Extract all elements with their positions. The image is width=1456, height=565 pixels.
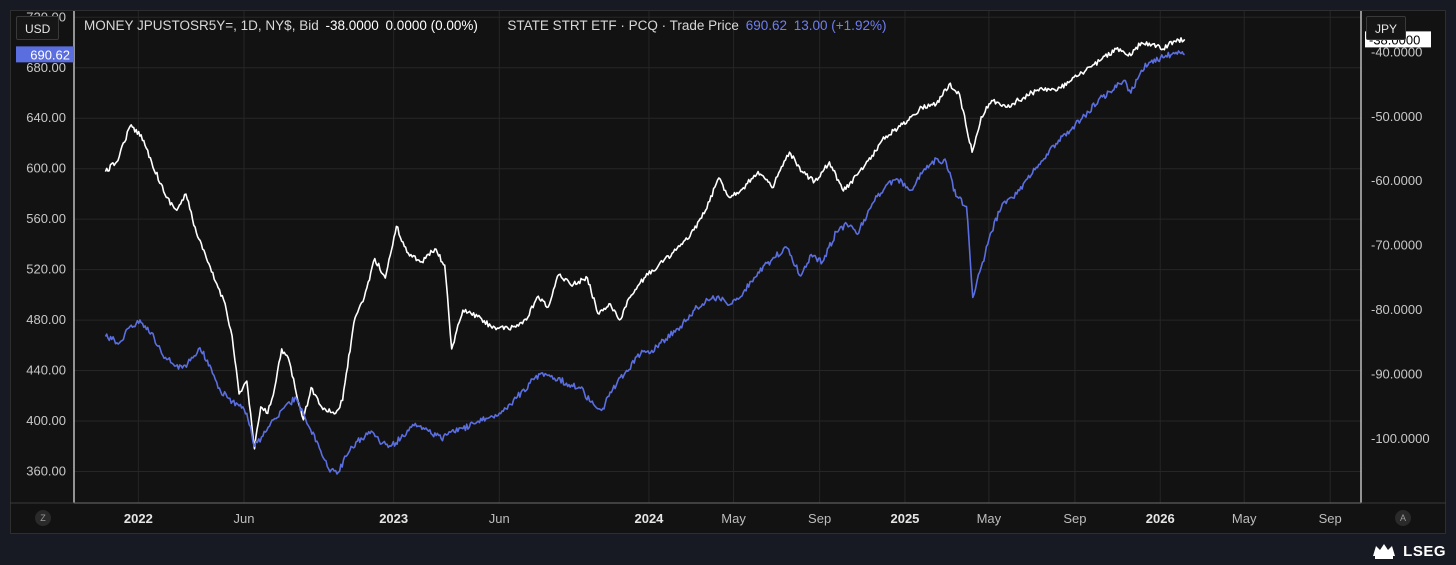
chart-panel: [10, 10, 1446, 534]
y-left-tick-label: 640.00: [26, 110, 66, 125]
y-right-tick-label: -50.0000: [1371, 109, 1422, 124]
y-left-tick-label: 480.00: [26, 312, 66, 327]
series-legend: MONEY JPUSTOSR5Y=, 1D, NY$, Bid -38.0000…: [84, 18, 889, 33]
series2-value: 690.62: [745, 18, 787, 33]
current-value-markers: 690.62-38.0000: [16, 31, 1431, 63]
chart-plot: 720.00680.00640.00600.00560.00520.00480.…: [10, 9, 1446, 526]
footer-bar: [0, 535, 1456, 565]
y-left-tick-label: 360.00: [26, 463, 66, 478]
x-tick-label: 2022: [124, 511, 153, 526]
right-axis-ticks: -40.0000 -50.0000 -60.0000 -70.0000 -80.0000…: [1371, 44, 1430, 446]
lseg-logo: LSEG: [1371, 542, 1446, 560]
lion-icon: [1373, 544, 1396, 559]
series1-value: -38.0000: [325, 18, 379, 33]
x-tick-label: 2024: [634, 511, 664, 526]
x-tick-label: Sep: [1063, 511, 1086, 526]
auto-scale-button[interactable]: A: [1395, 510, 1411, 526]
series1-change: 0.0000 (0.00%): [385, 18, 478, 33]
x-axis-ticks: 2022 Jun 2023 Jun 2024 May Sep 2025 May Sep 2026 Ma…: [124, 511, 1342, 526]
series2-change: 13.00 (+1.92%): [793, 18, 887, 33]
y-left-tick-label: 400.00: [26, 413, 66, 428]
left-axis-ticks: 720.00680.00640.00600.00560.00520.00480.…: [26, 9, 66, 478]
left-unit-selector[interactable]: USD: [16, 16, 60, 40]
y-left-tick-label: 560.00: [26, 211, 66, 226]
plot-frame: [10, 11, 1446, 504]
x-tick-label: Sep: [1319, 511, 1342, 526]
x-tick-label: May: [721, 511, 746, 526]
left-current-marker: [16, 46, 74, 63]
y-right-tick-label: -100.0000: [1371, 431, 1430, 446]
x-tick-label: 2023: [379, 511, 408, 526]
y-left-tick-label: 440.00: [26, 363, 66, 378]
y-right-tick-label: -70.0000: [1371, 238, 1422, 253]
y-right-tick-label: -90.0000: [1371, 367, 1422, 382]
series2-label: STATE STRT ETF · PCQ · Trade Price: [507, 18, 739, 33]
y-right-tick-label: -60.0000: [1371, 173, 1422, 188]
x-tick-label: May: [977, 511, 1002, 526]
y-left-tick-label: 680.00: [26, 60, 66, 75]
y-right-tick-label: -80.0000: [1371, 302, 1422, 317]
zoom-reset-button[interactable]: Z: [35, 510, 51, 526]
series-line-jpustosr5y: [104, 37, 1186, 450]
left-current-label: 690.62: [30, 47, 70, 62]
x-tick-label: Jun: [489, 511, 510, 526]
x-tick-label: 2026: [1146, 511, 1175, 526]
series1-label: MONEY JPUSTOSR5Y=, 1D, NY$, Bid: [84, 18, 319, 33]
x-tick-label: Jun: [233, 511, 254, 526]
series-line-pcq: [104, 50, 1185, 475]
y-right-tick-label: -40.0000: [1371, 44, 1422, 59]
x-tick-label: May: [1232, 511, 1257, 526]
x-tick-label: 2025: [890, 511, 919, 526]
right-unit-selector[interactable]: JPY: [1366, 16, 1407, 40]
x-tick-label: Sep: [808, 511, 831, 526]
y-left-tick-label: 520.00: [26, 262, 66, 277]
grid-layer: [74, 11, 1361, 503]
y-left-tick-label: 600.00: [26, 161, 66, 176]
brand-text: LSEG: [1403, 542, 1446, 560]
series-layer: [104, 37, 1186, 475]
